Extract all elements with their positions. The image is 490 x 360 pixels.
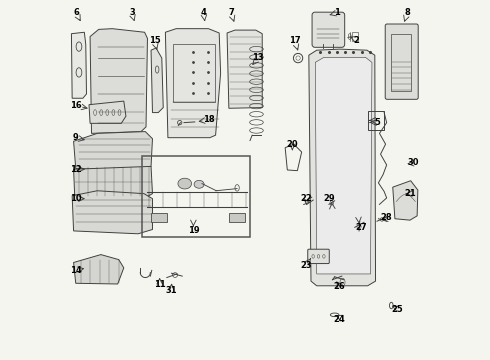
Text: 4: 4 [201, 8, 207, 17]
Text: 29: 29 [324, 194, 336, 203]
FancyBboxPatch shape [308, 249, 329, 264]
Polygon shape [166, 29, 220, 138]
Text: 25: 25 [391, 305, 403, 314]
Polygon shape [309, 49, 375, 286]
FancyBboxPatch shape [229, 213, 245, 222]
Text: 16: 16 [70, 101, 82, 110]
Text: 28: 28 [380, 213, 392, 222]
Text: 19: 19 [188, 226, 199, 235]
FancyBboxPatch shape [312, 12, 344, 47]
Text: 12: 12 [70, 165, 82, 174]
Text: 10: 10 [70, 194, 81, 203]
Text: 3: 3 [129, 8, 135, 17]
Text: 6: 6 [74, 8, 79, 17]
Text: 23: 23 [301, 261, 313, 270]
Polygon shape [89, 101, 126, 123]
Text: 5: 5 [374, 118, 380, 127]
Text: 31: 31 [165, 286, 177, 295]
Text: 20: 20 [287, 140, 298, 149]
Polygon shape [74, 166, 152, 197]
Text: 24: 24 [334, 315, 345, 324]
Text: 27: 27 [355, 223, 367, 232]
Text: 13: 13 [252, 53, 264, 62]
Polygon shape [74, 255, 124, 284]
Ellipse shape [178, 178, 192, 189]
Polygon shape [393, 181, 418, 220]
Text: 17: 17 [290, 36, 301, 45]
Polygon shape [151, 48, 163, 113]
Text: 18: 18 [203, 115, 215, 124]
Ellipse shape [194, 180, 204, 188]
Polygon shape [72, 32, 87, 98]
Text: 14: 14 [70, 266, 82, 275]
Text: 2: 2 [353, 36, 359, 45]
Polygon shape [74, 132, 152, 171]
Text: 30: 30 [407, 158, 418, 167]
FancyBboxPatch shape [385, 24, 418, 99]
Polygon shape [72, 191, 152, 234]
Text: 8: 8 [404, 8, 410, 17]
Text: 9: 9 [73, 133, 78, 142]
Text: 7: 7 [228, 8, 234, 17]
Text: 11: 11 [154, 280, 166, 289]
Polygon shape [315, 57, 372, 274]
Text: 1: 1 [334, 8, 340, 17]
Text: 26: 26 [333, 282, 345, 291]
FancyBboxPatch shape [151, 213, 167, 222]
Polygon shape [227, 30, 262, 108]
Polygon shape [90, 29, 147, 134]
Text: 22: 22 [301, 194, 313, 203]
Text: 15: 15 [149, 36, 161, 45]
Text: 21: 21 [405, 189, 416, 198]
